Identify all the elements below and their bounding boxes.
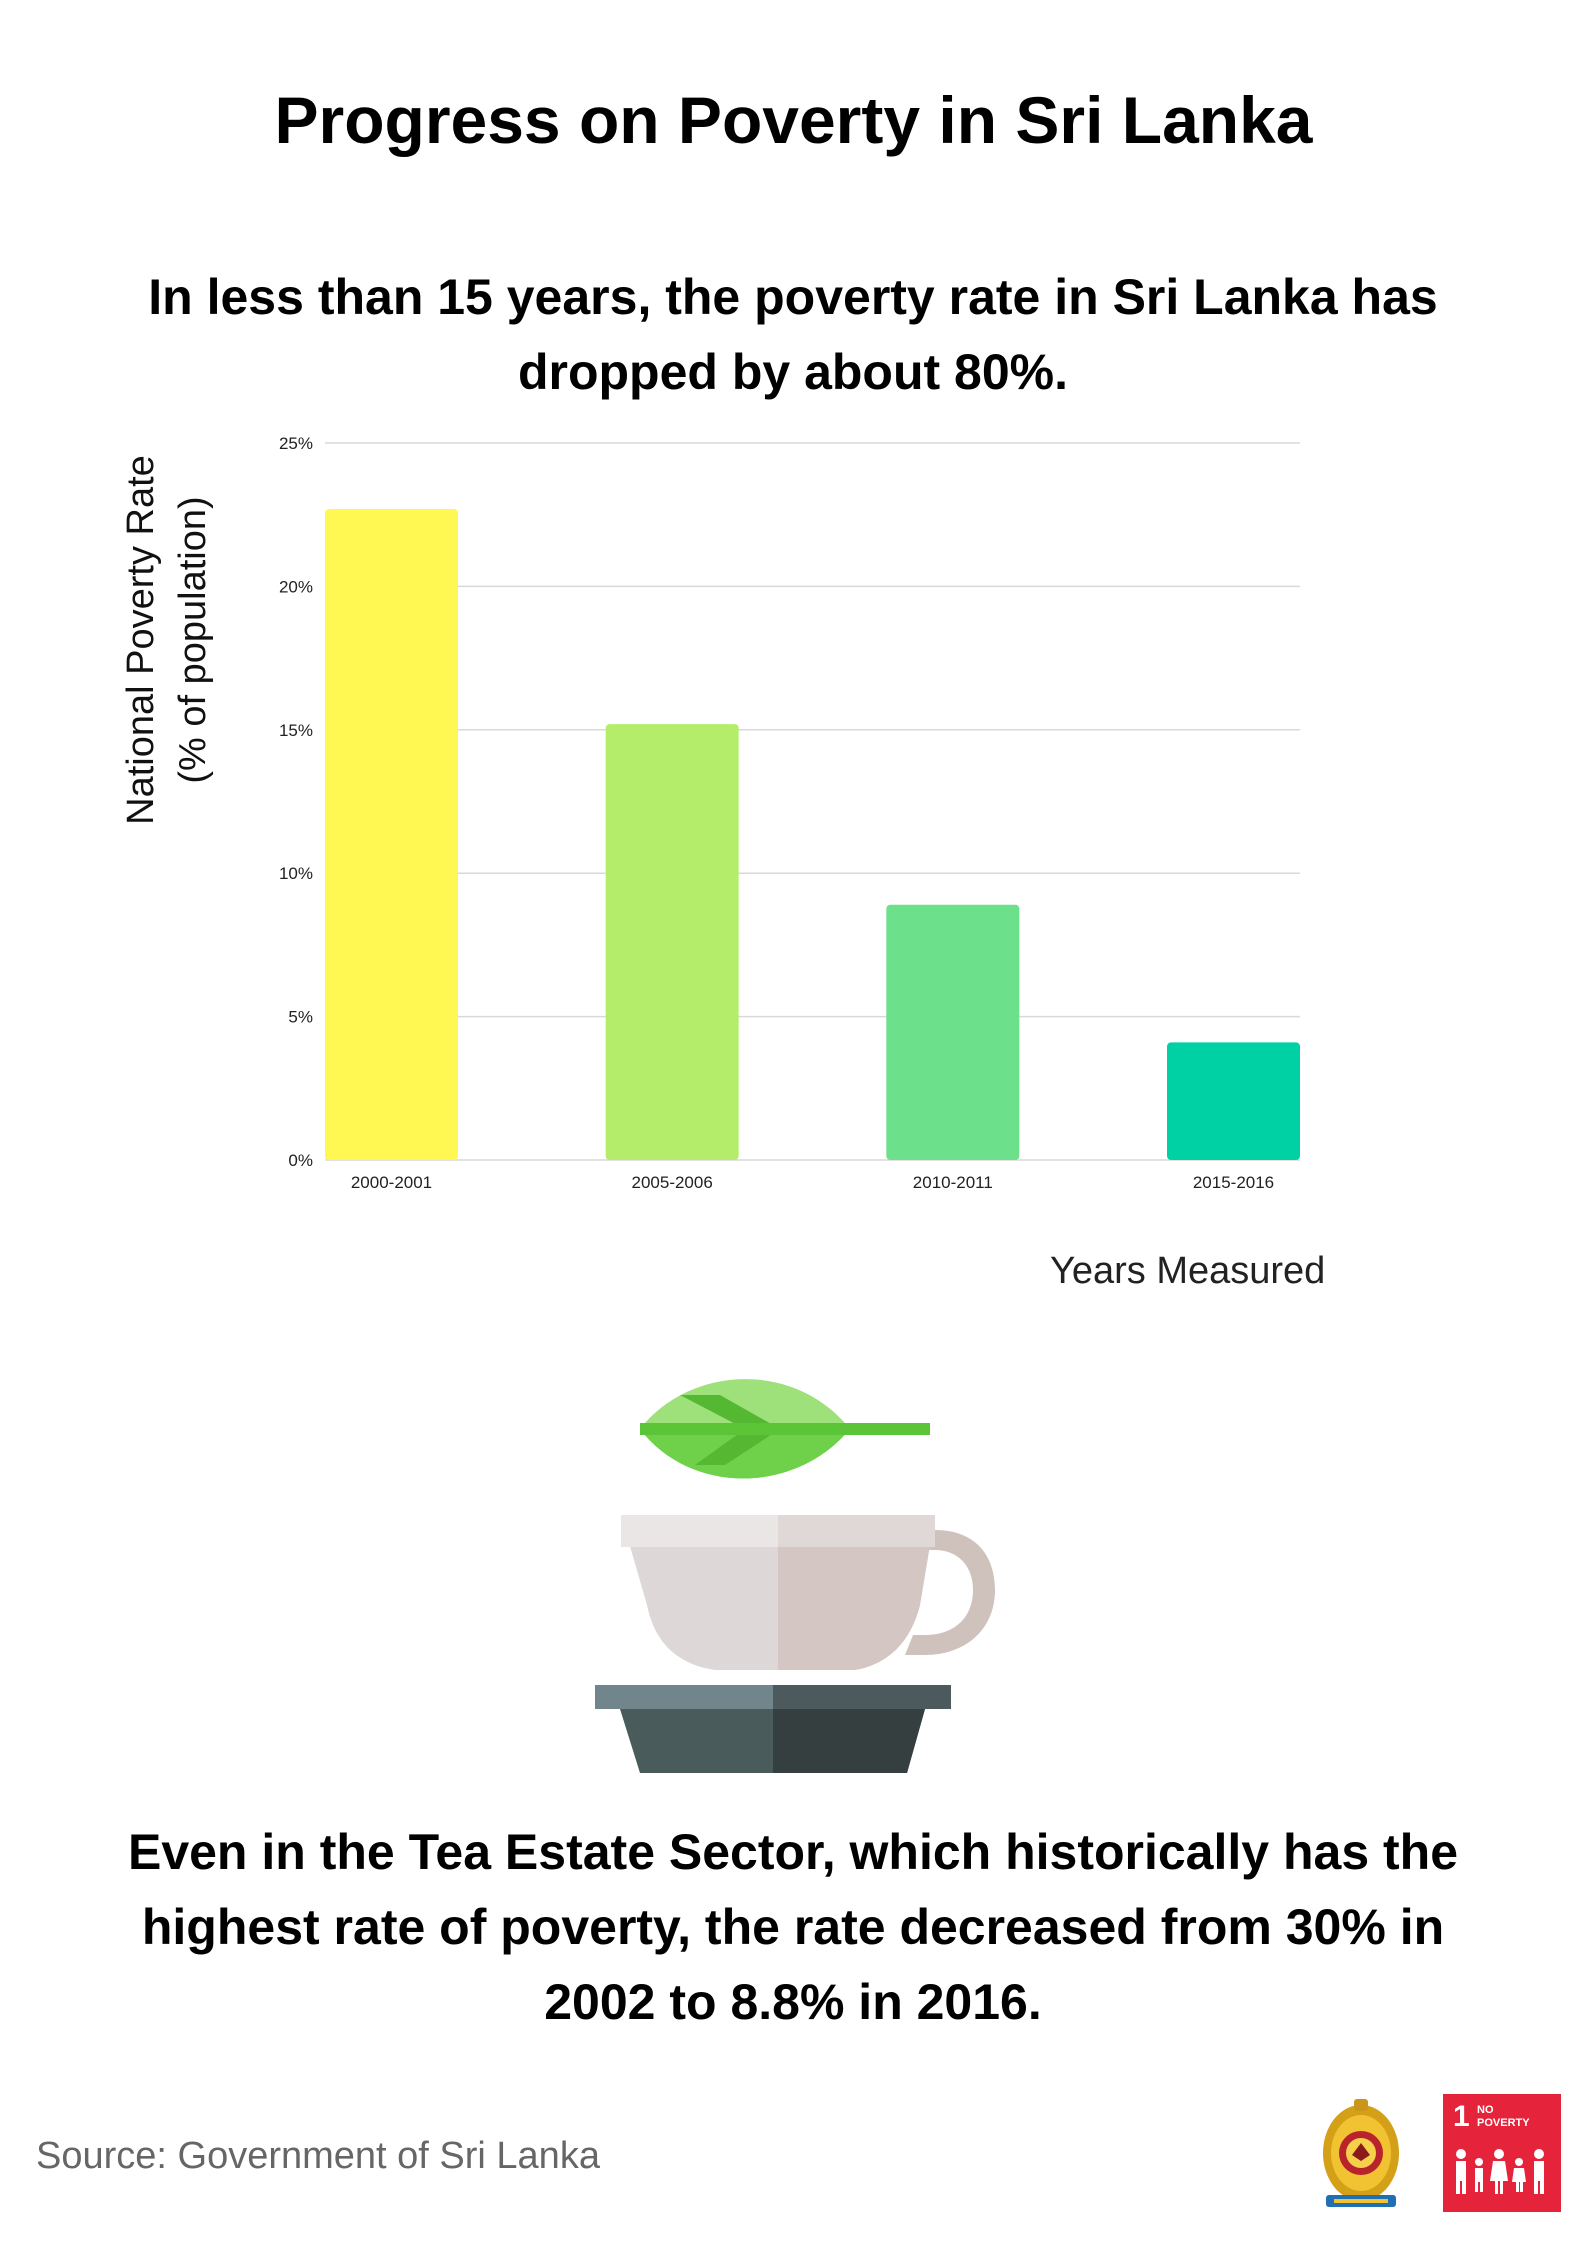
y-tick-label: 0% xyxy=(288,1151,313,1170)
sdg-family-icon xyxy=(1456,2149,1544,2194)
page-subtitle: In less than 15 years, the poverty rate … xyxy=(148,269,1438,400)
y-tick-label: 10% xyxy=(279,864,313,883)
tea-leaf-icon xyxy=(640,1379,930,1479)
y-axis-label: National Poverty Rate (% of population) xyxy=(115,420,235,860)
chart-bars xyxy=(325,508,1300,1160)
sdg-label: NO POVERTY xyxy=(1477,2104,1530,2129)
x-tick-label: 2010-2011 xyxy=(913,1173,993,1192)
sdg-no-poverty-icon: 1 NO POVERTY xyxy=(1443,2094,1561,2212)
y-tick-label: 15% xyxy=(279,721,313,740)
poverty-bar-chart: 0% 5% 10% 15% 20% 25% 2000-2001 2005-2006 2010-… xyxy=(279,434,1300,1192)
y-tick-label: 20% xyxy=(279,577,313,596)
chart-grid xyxy=(325,442,1300,1161)
y-tick-label: 5% xyxy=(288,1008,313,1027)
bar-2005-2006 xyxy=(605,724,739,1160)
source-text: Source: Government of Sri Lanka xyxy=(36,2135,600,2177)
bar-2000-2001 xyxy=(325,508,458,1160)
sdg-number: 1 xyxy=(1453,2100,1470,2133)
cup xyxy=(621,1515,995,1670)
bar-2015-2016 xyxy=(1167,1042,1300,1160)
y-axis-label-line2: (% of population) xyxy=(172,496,214,784)
x-axis-ticks: 2000-2001 2005-2006 2010-2011 2015-2016 xyxy=(351,1173,1274,1192)
y-axis-ticks: 0% 5% 10% 15% 20% 25% xyxy=(279,434,313,1170)
x-tick-label: 2005-2006 xyxy=(632,1173,713,1192)
x-tick-label: 2015-2016 xyxy=(1193,1173,1274,1192)
y-axis-label-line1: National Poverty Rate xyxy=(120,455,162,825)
x-axis-label: Years Measured xyxy=(1050,1250,1326,1292)
y-tick-label: 25% xyxy=(279,434,313,453)
sri-lanka-emblem-icon xyxy=(1323,2099,1399,2207)
bar-2010-2011 xyxy=(886,904,1020,1160)
tea-sector-text: Even in the Tea Estate Sector, which his… xyxy=(127,1824,1459,2030)
page-title: Progress on Poverty in Sri Lanka xyxy=(274,83,1313,157)
teacup-icon xyxy=(595,1379,995,1773)
saucer xyxy=(595,1685,951,1773)
x-tick-label: 2000-2001 xyxy=(351,1173,432,1192)
